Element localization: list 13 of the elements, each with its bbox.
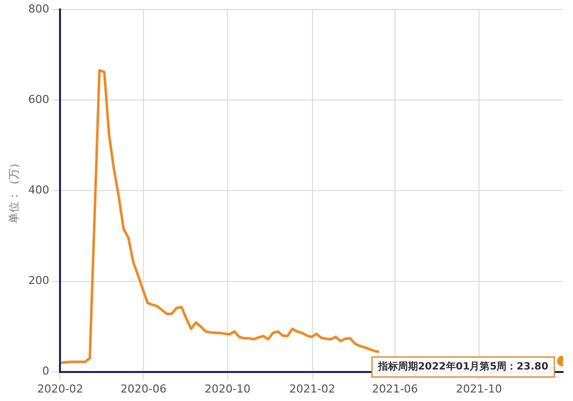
x-tick-label: 2020-06 xyxy=(120,382,167,396)
y-tick-label: 0 xyxy=(42,364,50,378)
y-tick-label: 600 xyxy=(28,93,50,106)
y-axis-title: 单位：（万） xyxy=(7,158,20,224)
x-tick-label: 2020-10 xyxy=(204,382,251,396)
x-tick-label: 2021-10 xyxy=(456,382,502,396)
x-tick-label: 2021-02 xyxy=(289,382,336,396)
y-tick-label: 400 xyxy=(28,184,50,197)
y-tick-label: 200 xyxy=(28,274,50,288)
x-tick-label: 2020-02 xyxy=(37,382,84,396)
x-tick-label: 2021-06 xyxy=(372,382,418,396)
y-tick-label: 800 xyxy=(28,2,50,16)
annotation: 指标周期2022年01月第5周：23.80 xyxy=(376,360,548,373)
